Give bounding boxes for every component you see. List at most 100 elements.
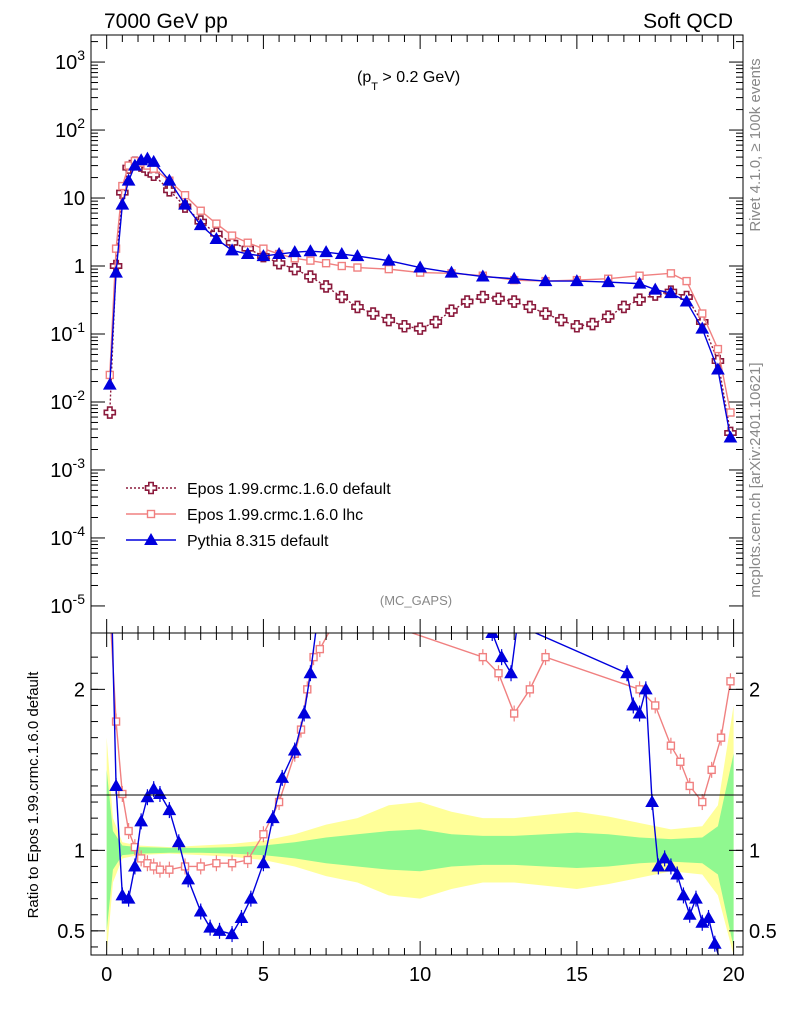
- ratio-data-point: [494, 669, 503, 678]
- ratio-data-point: [651, 701, 660, 710]
- ratio-data-point: [525, 685, 535, 694]
- ratio-data-point: [664, 859, 678, 872]
- main-data-point: [319, 245, 333, 258]
- ratio-data-point: [244, 891, 258, 904]
- ratio-data-point: [620, 666, 634, 679]
- main-data-point: [682, 276, 691, 286]
- ratio-data-point: [203, 920, 217, 933]
- main-data-point: [109, 265, 123, 278]
- ratio-data-point: [707, 936, 722, 949]
- main-data-point: [121, 173, 136, 186]
- ratio-data-point: [478, 652, 488, 662]
- main-data-point: [476, 290, 490, 304]
- main-data-point: [429, 315, 443, 329]
- main-data-point: [475, 269, 490, 282]
- main-data-point: [366, 307, 380, 320]
- legend-label: Epos 1.99.crmc.1.6.0 default: [187, 481, 391, 498]
- main-data-point: [460, 295, 474, 308]
- ratio-ylabel: Ratio to Epos 1.99.crmc.1.6.0 default: [25, 671, 42, 919]
- header-right: Soft QCD: [643, 10, 733, 33]
- main-data-point: [334, 247, 349, 260]
- side-label-top: Rivet 4.1.0, ≥ 100k events: [747, 58, 764, 231]
- legend-marker: [146, 509, 156, 519]
- ratio-data-point: [171, 835, 186, 848]
- main-data-point: [698, 309, 707, 318]
- ratio-data-point: [541, 652, 550, 662]
- ratio-data-point: [212, 859, 221, 868]
- main-data-point: [272, 256, 286, 270]
- main-data-point: [193, 218, 208, 231]
- main-data-point: [666, 269, 676, 278]
- main-data-point: [321, 258, 331, 268]
- ratio-xtick-label: 15: [566, 964, 588, 986]
- main-panel: 10-5 10-4 10-3 10-2 10-1 1 10 102 103 (pT > 0.2 …: [50, 34, 744, 634]
- main-data-point: [570, 274, 584, 287]
- ratio-data-point: [311, 619, 323, 630]
- main-data-point: [523, 300, 537, 314]
- main-data-point: [111, 244, 121, 253]
- main-data-point: [633, 293, 646, 306]
- ratio-ytick-label-right: 2: [749, 679, 760, 701]
- legend-marker: [144, 481, 158, 495]
- main-data-point: [570, 319, 584, 333]
- ratio-data-point: [256, 856, 271, 869]
- ratio-band: [106, 705, 734, 955]
- ratio-data-point: [685, 781, 694, 791]
- ratio-data-point: [309, 652, 318, 662]
- main-data-point: [196, 206, 205, 215]
- ratio-data-point: [181, 872, 196, 885]
- main-data-point: [162, 173, 177, 186]
- main-data-point: [713, 344, 723, 354]
- ratio-xtick-label: 10: [409, 964, 431, 986]
- main-data-point: [287, 245, 302, 258]
- ratio-data-point: [134, 814, 149, 827]
- ratio-data-point: [632, 706, 647, 719]
- main-data-point: [212, 219, 221, 228]
- main-data-point: [444, 265, 459, 278]
- ratio-data-point: [338, 605, 345, 612]
- main-data-point: [398, 319, 411, 333]
- ratio-data-point: [670, 867, 685, 880]
- ratio-x-axis: 0 5 10 15 20: [101, 633, 745, 986]
- ratio-data-point: [274, 797, 284, 807]
- main-data-point: [507, 271, 522, 284]
- main-data-point: [632, 276, 647, 289]
- side-label-bottom: mcplots.cern.ch [arXiv:2401.10621]: [747, 362, 764, 597]
- ratio-data-point: [193, 904, 208, 917]
- main-data-point: [679, 294, 694, 307]
- main-data-point: [240, 247, 255, 260]
- ratio-xtick-label: 0: [101, 964, 112, 986]
- ratio-data-point: [234, 910, 249, 923]
- ratio-data-point: [155, 865, 165, 874]
- ratio-data-point: [315, 644, 325, 654]
- ratio-data-point: [509, 709, 519, 718]
- main-ytick-label: 10-5: [50, 591, 85, 618]
- ratio-ytick-label-right: 1: [749, 840, 760, 862]
- main-ytick-label: 10-1: [50, 319, 85, 346]
- ratio-data-point: [259, 830, 268, 839]
- ratio-data-point: [485, 633, 500, 638]
- ratio-data-point: [115, 888, 130, 901]
- ratio-data-point: [701, 910, 716, 923]
- ratio-data-point: [645, 795, 659, 808]
- main-data-point: [140, 151, 155, 164]
- main-data-point: [103, 406, 117, 419]
- ratio-panel: 0.5 0.5 1 1 2 2 0 5 10 15 20 Ratio to Epos 1.99.c…: [25, 605, 777, 986]
- ratio-y-axis: 0.5 0.5 1 1 2 2: [57, 656, 777, 948]
- ratio-ytick-label: 2: [74, 679, 85, 701]
- ratio-data-point: [225, 927, 239, 940]
- main-data-point: [303, 244, 318, 257]
- ratio-data-point: [626, 698, 641, 711]
- main-series-group: [102, 151, 738, 443]
- main-data-point: [664, 286, 678, 299]
- main-data-point: [601, 310, 615, 323]
- ratio-data-point: [136, 854, 146, 863]
- main-ytick-label: 103: [55, 47, 85, 74]
- main-data-point: [304, 270, 317, 283]
- main-data-point: [554, 313, 568, 327]
- main-ytick-label: 10-4: [50, 523, 85, 550]
- ratio-ytick-label: 1: [74, 840, 85, 862]
- main-data-point: [319, 280, 333, 293]
- ratio-data-point: [243, 855, 252, 865]
- main-data-point: [601, 275, 616, 288]
